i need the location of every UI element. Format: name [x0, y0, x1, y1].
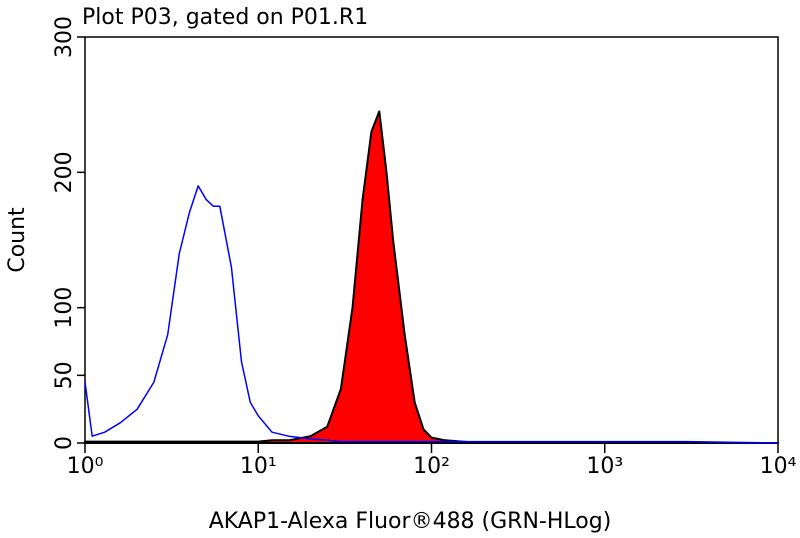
y-tick-label: 300	[52, 16, 77, 58]
x-axis-label: AKAP1-Alexa Fluor®488 (GRN-HLog)	[209, 509, 612, 534]
y-tick-label: 50	[52, 361, 77, 389]
y-tick-label: 0	[52, 436, 77, 450]
plot-frame	[84, 36, 779, 444]
x-tick-label: 10⁴	[760, 454, 797, 479]
y-tick-label: 100	[52, 287, 77, 329]
chart-title: Plot P03, gated on P01.R1	[82, 5, 368, 30]
histogram-line	[84, 110, 779, 444]
y-tick-label: 200	[52, 151, 77, 193]
x-tick-label: 10²	[413, 454, 450, 479]
x-tick-label: 10⁰	[67, 454, 104, 479]
histogram-line	[84, 185, 779, 444]
y-axis-label: Count	[5, 207, 30, 273]
x-tick-label: 10¹	[240, 454, 277, 479]
x-tick-label: 10³	[586, 454, 623, 479]
